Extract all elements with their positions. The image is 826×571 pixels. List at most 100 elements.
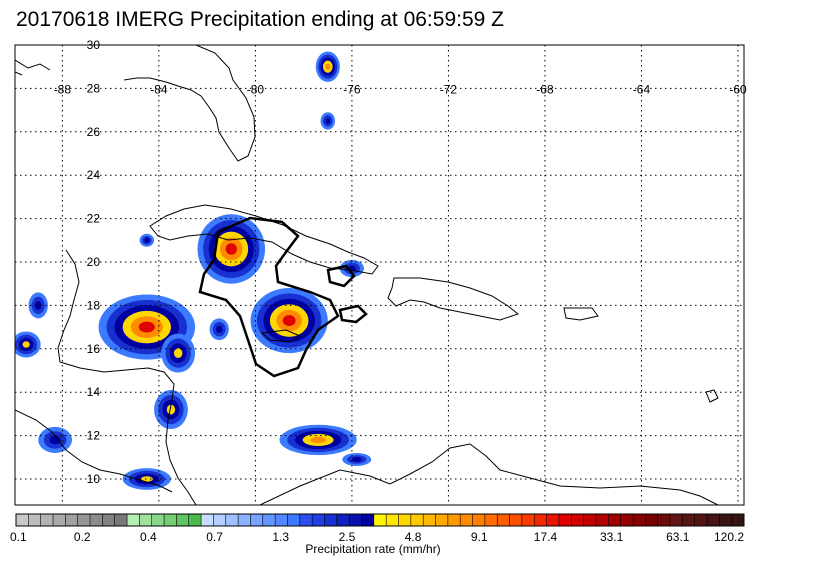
colorbar-swatch	[139, 514, 153, 526]
colorbar-swatch	[102, 514, 116, 526]
colorbar-swatch	[16, 514, 29, 526]
colorbar-swatch	[201, 514, 214, 526]
colorbar-swatch	[447, 514, 461, 526]
colorbar-swatch	[534, 514, 547, 526]
colorbar-swatch	[238, 514, 251, 526]
colorbar-swatch	[657, 514, 671, 526]
colorbar-tick-label: 0.4	[140, 530, 157, 544]
precip-cell-3-level-5	[282, 315, 296, 327]
colorbar-swatch	[583, 514, 597, 526]
precip-cell-6-level-3	[166, 404, 176, 415]
precip-cell-4-level-5	[138, 321, 155, 333]
colorbar-swatch	[558, 514, 572, 526]
colorbar-tick-label: 33.1	[600, 530, 624, 544]
lon-tick-label: -72	[440, 82, 458, 96]
colorbar-swatch	[40, 514, 54, 526]
precip-cell-7-level-3	[22, 341, 30, 348]
colorbar-swatch	[484, 514, 498, 526]
colorbar-swatch	[176, 514, 190, 526]
colorbar-swatch	[546, 514, 560, 526]
colorbar-swatch	[719, 514, 733, 526]
colorbar-swatch	[324, 514, 338, 526]
lat-tick-label: 22	[87, 212, 101, 226]
coastline-puerto-rico	[563, 307, 599, 321]
colorbar: 0.1 0.2 0.4 0.7 1.3 2.5 4.8 9.1 17.4 33.1 63.1 120.…	[10, 513, 745, 544]
colorbar-swatch	[521, 514, 535, 526]
lon-tick-label: -84	[150, 82, 168, 96]
contour-cuba-jamaica	[198, 216, 340, 378]
colorbar-swatch	[312, 514, 325, 526]
colorbar-swatch	[349, 514, 362, 526]
precip-cell-13-level-2	[144, 237, 150, 243]
colorbar-swatch	[410, 514, 424, 526]
precip-cell-9-level-2	[49, 435, 61, 445]
colorbar-swatch	[127, 514, 140, 526]
colorbar-swatch	[608, 514, 622, 526]
colorbar-swatch	[386, 514, 399, 526]
colorbar-swatch	[287, 514, 301, 526]
colorbar-tick-label: 0.1	[10, 530, 27, 544]
colorbar-swatch	[595, 514, 609, 526]
lon-tick-label: -80	[247, 82, 265, 96]
precipitation-layer	[0, 51, 372, 490]
colorbar-tick-label: 2.5	[339, 530, 356, 544]
lat-tick-label: 30	[87, 38, 101, 52]
colorbar-swatch	[731, 514, 745, 526]
precip-cell-0-level-4	[325, 63, 331, 70]
colorbar-tick-label: 0.7	[206, 530, 223, 544]
coastline-central-america	[15, 249, 197, 505]
map-title: 20170618 IMERG Precipitation ending at 0…	[16, 8, 504, 31]
colorbar-swatch	[620, 514, 634, 526]
lon-tick-label: -68	[536, 82, 554, 96]
precip-cell-1-level-2	[325, 118, 331, 124]
lon-tick-label: -60	[729, 82, 747, 96]
coastline-florida	[123, 45, 256, 162]
coastline-gulf	[15, 59, 51, 76]
colorbar-swatch	[472, 514, 486, 526]
colorbar-swatch	[706, 514, 720, 526]
colorbar-swatch	[694, 514, 708, 526]
colorbar-swatch	[275, 514, 288, 526]
colorbar-swatch	[423, 514, 436, 526]
axis-tick-labels: 30 28 26 24 22 20 18 16 14 12 10 -88 -84 -80 -76 -72 -68…	[54, 38, 747, 486]
colorbar-swatch	[28, 514, 42, 526]
colorbar-swatch	[77, 514, 91, 526]
colorbar-swatch	[164, 514, 177, 526]
colorbar-swatch	[398, 514, 412, 526]
colorbar-swatch	[213, 514, 227, 526]
lat-tick-label: 28	[87, 81, 101, 95]
coastline-south-america	[259, 443, 719, 505]
precip-cell-8-level-2	[0, 352, 5, 366]
precip-cell-8-level-0	[0, 338, 12, 381]
colorbar-swatch	[373, 514, 387, 526]
lat-tick-label: 24	[87, 168, 101, 182]
lat-tick-label: 12	[87, 429, 101, 443]
colorbar-swatch	[509, 514, 523, 526]
contour-windward	[338, 304, 368, 324]
coastline-cuba	[149, 204, 379, 275]
colorbar-swatch	[65, 514, 79, 526]
colorbar-tick-label: 17.4	[534, 530, 558, 544]
colorbar-swatch	[225, 514, 239, 526]
colorbar-swatch	[645, 514, 659, 526]
precip-cell-2-level-5	[225, 243, 237, 255]
precip-cell-8-level-1	[0, 345, 8, 374]
coastline-barbados	[705, 389, 719, 403]
colorbar-swatch	[435, 514, 449, 526]
colorbar-label: Precipitation rate (mm/hr)	[305, 542, 441, 556]
coastline-hispaniola	[387, 277, 520, 321]
colorbar-tick-label: 9.1	[471, 530, 488, 544]
colorbar-swatch	[632, 514, 646, 526]
colorbar-tick-label: 1.3	[272, 530, 289, 544]
colorbar-swatch	[114, 514, 128, 526]
precip-cell-5-level-4	[310, 436, 326, 443]
precip-cell-11-level-2	[35, 301, 42, 310]
colorbar-swatch	[262, 514, 276, 526]
precip-cell-14-level-3	[173, 348, 183, 359]
contour-east-cuba	[326, 264, 356, 288]
colorbar-swatch	[361, 514, 375, 526]
colorbar-swatch	[188, 514, 202, 526]
colorbar-tick-label: 0.2	[74, 530, 91, 544]
lat-tick-label: 16	[87, 342, 101, 356]
